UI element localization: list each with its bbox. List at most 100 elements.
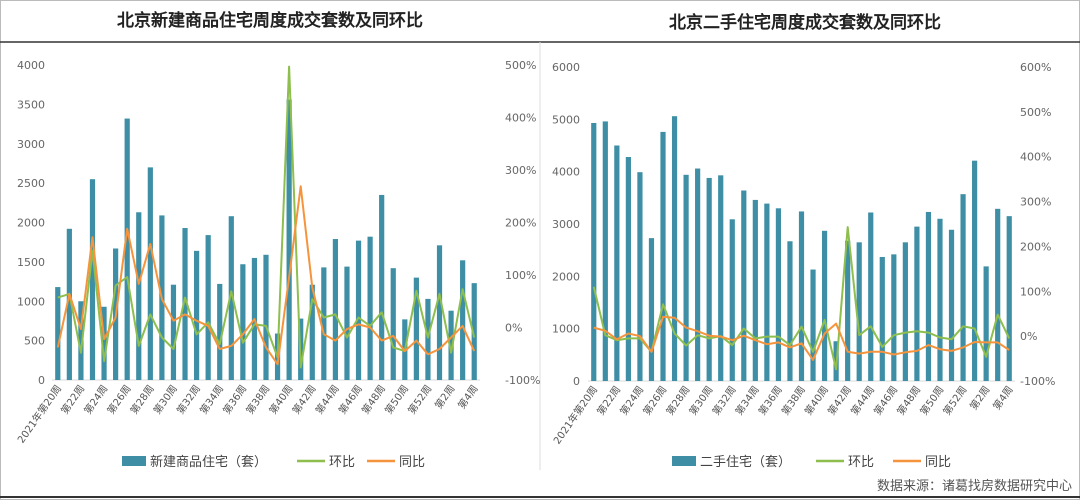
y2-tick-label: -100% — [505, 374, 540, 387]
y2-tick-label: 200% — [1020, 240, 1051, 253]
bar — [625, 157, 631, 381]
bar — [660, 131, 666, 381]
legend-second-hand: 二手住宅（套） 环比 同比 — [672, 454, 951, 470]
y-tick-label: 3000 — [552, 218, 580, 231]
bar — [764, 203, 770, 381]
bar — [891, 254, 897, 381]
bar — [193, 250, 200, 380]
bar — [972, 160, 978, 381]
bar — [637, 172, 643, 381]
bar — [460, 260, 466, 380]
y-tick-label: 4000 — [552, 166, 580, 179]
bar — [914, 226, 920, 381]
bar — [390, 268, 396, 380]
chart-title-second-hand: 北京二手住宅周度成交套数及同环比 — [669, 12, 941, 33]
y-tick-label: 1500 — [17, 256, 45, 269]
bar — [55, 287, 61, 380]
y-tick-label: 500 — [24, 335, 45, 348]
bar — [706, 177, 712, 381]
bar — [124, 118, 130, 381]
bar — [425, 298, 431, 380]
bar — [66, 228, 72, 380]
legend-new-homes: 新建商品住宅（套） 环比 同比 — [122, 454, 425, 470]
y2-tick-label: 300% — [1020, 196, 1051, 209]
bar — [379, 194, 385, 380]
bar — [821, 230, 828, 381]
bar — [948, 229, 955, 381]
bar — [995, 208, 1001, 381]
bar — [89, 179, 96, 380]
y-tick-label: 3000 — [17, 138, 45, 151]
bar — [78, 301, 84, 380]
y2-tick-label: 100% — [505, 269, 536, 282]
bar — [217, 283, 223, 380]
bar — [355, 240, 362, 380]
y-tick-label: 5000 — [552, 113, 580, 126]
bar — [448, 310, 454, 380]
bar — [868, 212, 874, 381]
bar — [695, 168, 701, 381]
legend-bar-label: 新建商品住宅（套） — [150, 454, 267, 470]
y-tick-label: 0 — [38, 374, 45, 387]
bar — [286, 99, 292, 381]
chart-title-new-homes: 北京新建商品住宅周度成交套数及同环比 — [117, 10, 423, 31]
y-tick-label: 2000 — [17, 217, 45, 230]
bar — [436, 245, 443, 380]
bar — [775, 208, 782, 381]
bar — [321, 267, 327, 380]
bar — [471, 283, 477, 380]
legend-hb-label: 环比 — [848, 455, 874, 470]
legend-bar-label: 二手住宅（套） — [700, 454, 791, 470]
bar — [344, 266, 350, 380]
bar — [205, 235, 211, 380]
data-source: 数据来源：诸葛找房数据研究中心 — [877, 478, 1072, 494]
legend-bar-swatch — [672, 456, 696, 466]
y-tick-label: 3500 — [17, 98, 45, 111]
bar — [1006, 216, 1012, 381]
y2-tick-label: 400% — [1020, 151, 1051, 164]
bar — [591, 122, 597, 381]
bar — [798, 211, 805, 381]
bar — [182, 228, 188, 380]
bar — [147, 167, 153, 380]
y-tick-label: 2000 — [552, 270, 580, 283]
bar — [240, 264, 246, 380]
bar — [879, 256, 885, 381]
y-tick-label: 6000 — [552, 61, 580, 74]
bar — [263, 254, 269, 380]
y2-tick-label: 0% — [505, 322, 522, 335]
bar — [787, 241, 793, 381]
y2-tick-label: 200% — [505, 217, 536, 230]
bar — [413, 277, 419, 380]
bar — [136, 212, 142, 380]
y2-tick-label: 0% — [1020, 330, 1037, 343]
bar — [810, 269, 816, 381]
bar — [845, 240, 851, 381]
bar — [937, 218, 943, 381]
line-tongbi — [593, 315, 1010, 361]
bar — [741, 190, 747, 381]
bar — [960, 194, 966, 381]
bar — [671, 116, 678, 382]
y-tick-label: 0 — [573, 375, 580, 388]
bar — [983, 266, 989, 381]
legend-bar-swatch — [122, 456, 146, 466]
bar — [729, 219, 735, 381]
bar — [228, 216, 234, 380]
y-tick-label: 1000 — [17, 295, 45, 308]
y2-tick-label: 500% — [1020, 106, 1051, 119]
line-tongbi — [56, 185, 476, 366]
bar — [170, 284, 177, 380]
line-huanbi — [592, 226, 1011, 371]
legend-hb-label: 环比 — [329, 455, 355, 470]
legend-tb-label: 同比 — [399, 455, 425, 470]
bar — [648, 238, 655, 381]
legend-tb-label: 同比 — [925, 455, 951, 470]
bar — [367, 236, 373, 380]
bar — [101, 306, 107, 380]
bar — [602, 121, 608, 381]
y-tick-label: 4000 — [17, 59, 45, 72]
bar — [309, 284, 315, 380]
y2-tick-label: 500% — [505, 59, 536, 72]
bar — [856, 242, 862, 381]
